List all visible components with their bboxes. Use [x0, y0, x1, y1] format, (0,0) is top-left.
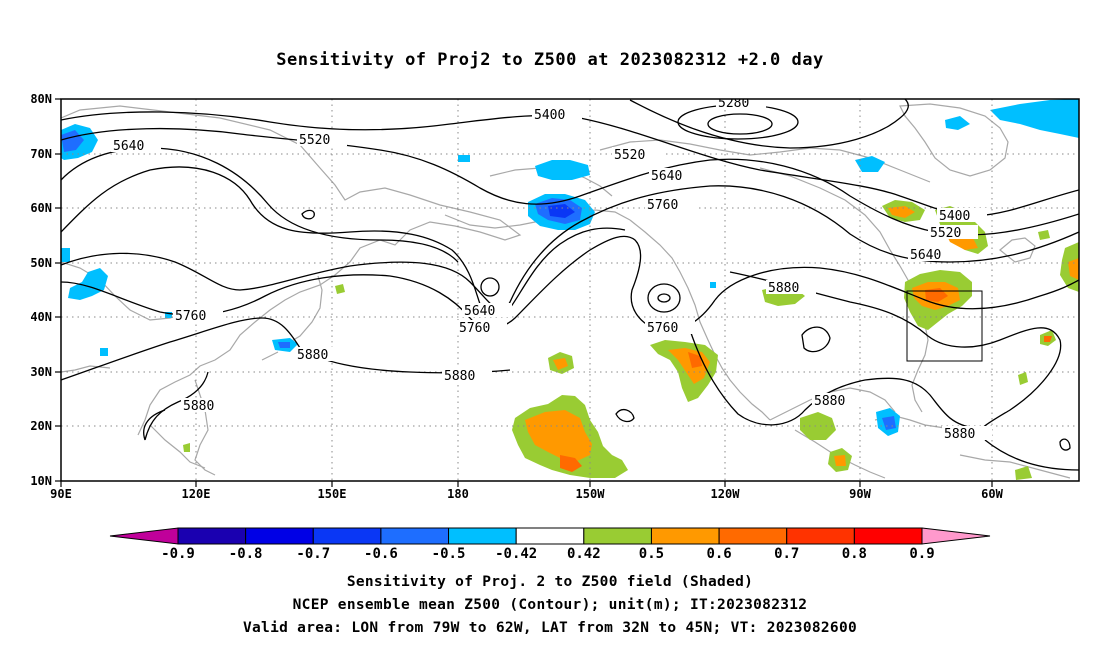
- lat-label: 40N: [30, 310, 52, 324]
- contour-5760-a: [61, 227, 626, 312]
- colorbar-label: 0.7: [774, 546, 799, 562]
- colorbar-label: 0.5: [639, 546, 664, 562]
- contour-label: 5400: [534, 108, 565, 123]
- coastlines: [61, 103, 1071, 479]
- caption-line-1: Sensitivity of Proj. 2 to Z500 field (Sh…: [346, 574, 754, 590]
- latitude-labels: 80N 70N 60N 50N 40N 30N 20N 10N: [30, 92, 52, 488]
- colorbar-label: 0.8: [842, 546, 867, 562]
- colorbar: -0.9 -0.8 -0.7 -0.6 -0.5 -0.42 0.42 0.5 0.6 0.7 0.…: [109, 527, 991, 562]
- contour-label: 5640: [464, 304, 495, 319]
- contour-label: 5640: [910, 248, 941, 263]
- contour-label: 5880: [297, 348, 328, 363]
- lat-label: 50N: [30, 256, 52, 270]
- lon-label: 150E: [318, 487, 347, 501]
- contour-5520: [61, 127, 1079, 236]
- contour-label: 5760: [459, 321, 490, 336]
- contour-label: 5760: [175, 309, 206, 324]
- colorbar-label: -0.9: [161, 546, 195, 562]
- colorbar-swatch: [245, 527, 314, 545]
- contour-5880-d: [729, 271, 1062, 441]
- colorbar-swatch: [515, 527, 585, 545]
- colorbar-label: -0.8: [229, 546, 263, 562]
- lon-label: 60W: [981, 487, 1003, 501]
- grid-lines: [61, 99, 1079, 481]
- colorbar-label: -0.7: [296, 546, 330, 562]
- lon-label: 150W: [576, 487, 606, 501]
- contour-label: 5640: [651, 169, 682, 184]
- contour-label: 5520: [930, 226, 961, 241]
- contour-label: 5880: [183, 399, 214, 414]
- figure-title: Sensitivity of Proj2 to Z500 at 20230823…: [276, 50, 824, 70]
- colorbar-label: 0.6: [706, 546, 731, 562]
- contour-5280-inner: [707, 113, 773, 135]
- caption-line-2: NCEP ensemble mean Z500 (Contour); unit(…: [292, 597, 808, 613]
- colorbar-label: 0.9: [909, 546, 934, 562]
- lat-label: 70N: [30, 147, 52, 161]
- colorbar-label: -0.6: [364, 546, 398, 562]
- lon-label: 120W: [711, 487, 741, 501]
- colorbar-max-triangle: [921, 527, 991, 545]
- contour-labels: 5280 5400 5520 5640 5520 5640 5760 5400 …: [111, 96, 992, 442]
- contour-5880-b: [144, 371, 209, 441]
- lat-label: 10N: [30, 474, 52, 488]
- contour-label: 5400: [939, 209, 970, 224]
- axis-ticks: [55, 98, 993, 487]
- lat-label: 20N: [30, 419, 52, 433]
- colorbar-label: -0.42: [495, 546, 537, 562]
- contour-label: 5880: [768, 281, 799, 296]
- contour-5880-a: [61, 317, 511, 381]
- colorbar-swatch: [177, 527, 247, 545]
- contour-label: 5280: [718, 96, 749, 111]
- contour-label: 5760: [647, 321, 678, 336]
- lon-label: 90W: [849, 487, 871, 501]
- contour-label: 5880: [944, 427, 975, 442]
- lat-label: 80N: [30, 92, 52, 106]
- longitude-labels: 90E 120E 150E 180 150W 120W 90W 60W: [50, 487, 1003, 501]
- colorbar-swatch: [583, 527, 652, 545]
- lon-label: 180: [447, 487, 469, 501]
- colorbar-swatch: [786, 527, 855, 545]
- colorbar-swatch: [448, 527, 517, 545]
- colorbar-swatch: [650, 527, 720, 545]
- colorbar-label: -0.5: [432, 546, 466, 562]
- contour-label: 5760: [647, 198, 678, 213]
- contour-label: 5520: [614, 148, 645, 163]
- contour-label: 5640: [113, 139, 144, 154]
- lon-label: 90E: [50, 487, 72, 501]
- contour-label: 5520: [299, 133, 330, 148]
- colorbar-min-triangle: [109, 527, 179, 545]
- valid-area-box: [906, 290, 983, 362]
- lat-label: 30N: [30, 365, 52, 379]
- colorbar-swatch: [380, 527, 450, 545]
- caption-line-3: Valid area: LON from 79W to 62W, LAT fro…: [242, 620, 858, 636]
- map-panel: 5280 5400 5520 5640 5520 5640 5760 5400 …: [61, 96, 1079, 481]
- map-border: [60, 98, 1080, 482]
- colorbar-swatch: [312, 527, 382, 545]
- contour-5760-c: [714, 266, 1079, 310]
- colorbar-swatch: [718, 527, 788, 545]
- contour-label: 5880: [814, 394, 845, 409]
- lon-label: 120E: [182, 487, 211, 501]
- contour-label: 5880: [444, 369, 475, 384]
- colorbar-swatch: [853, 527, 923, 545]
- lat-label: 60N: [30, 201, 52, 215]
- colorbar-label: 0.42: [567, 546, 601, 562]
